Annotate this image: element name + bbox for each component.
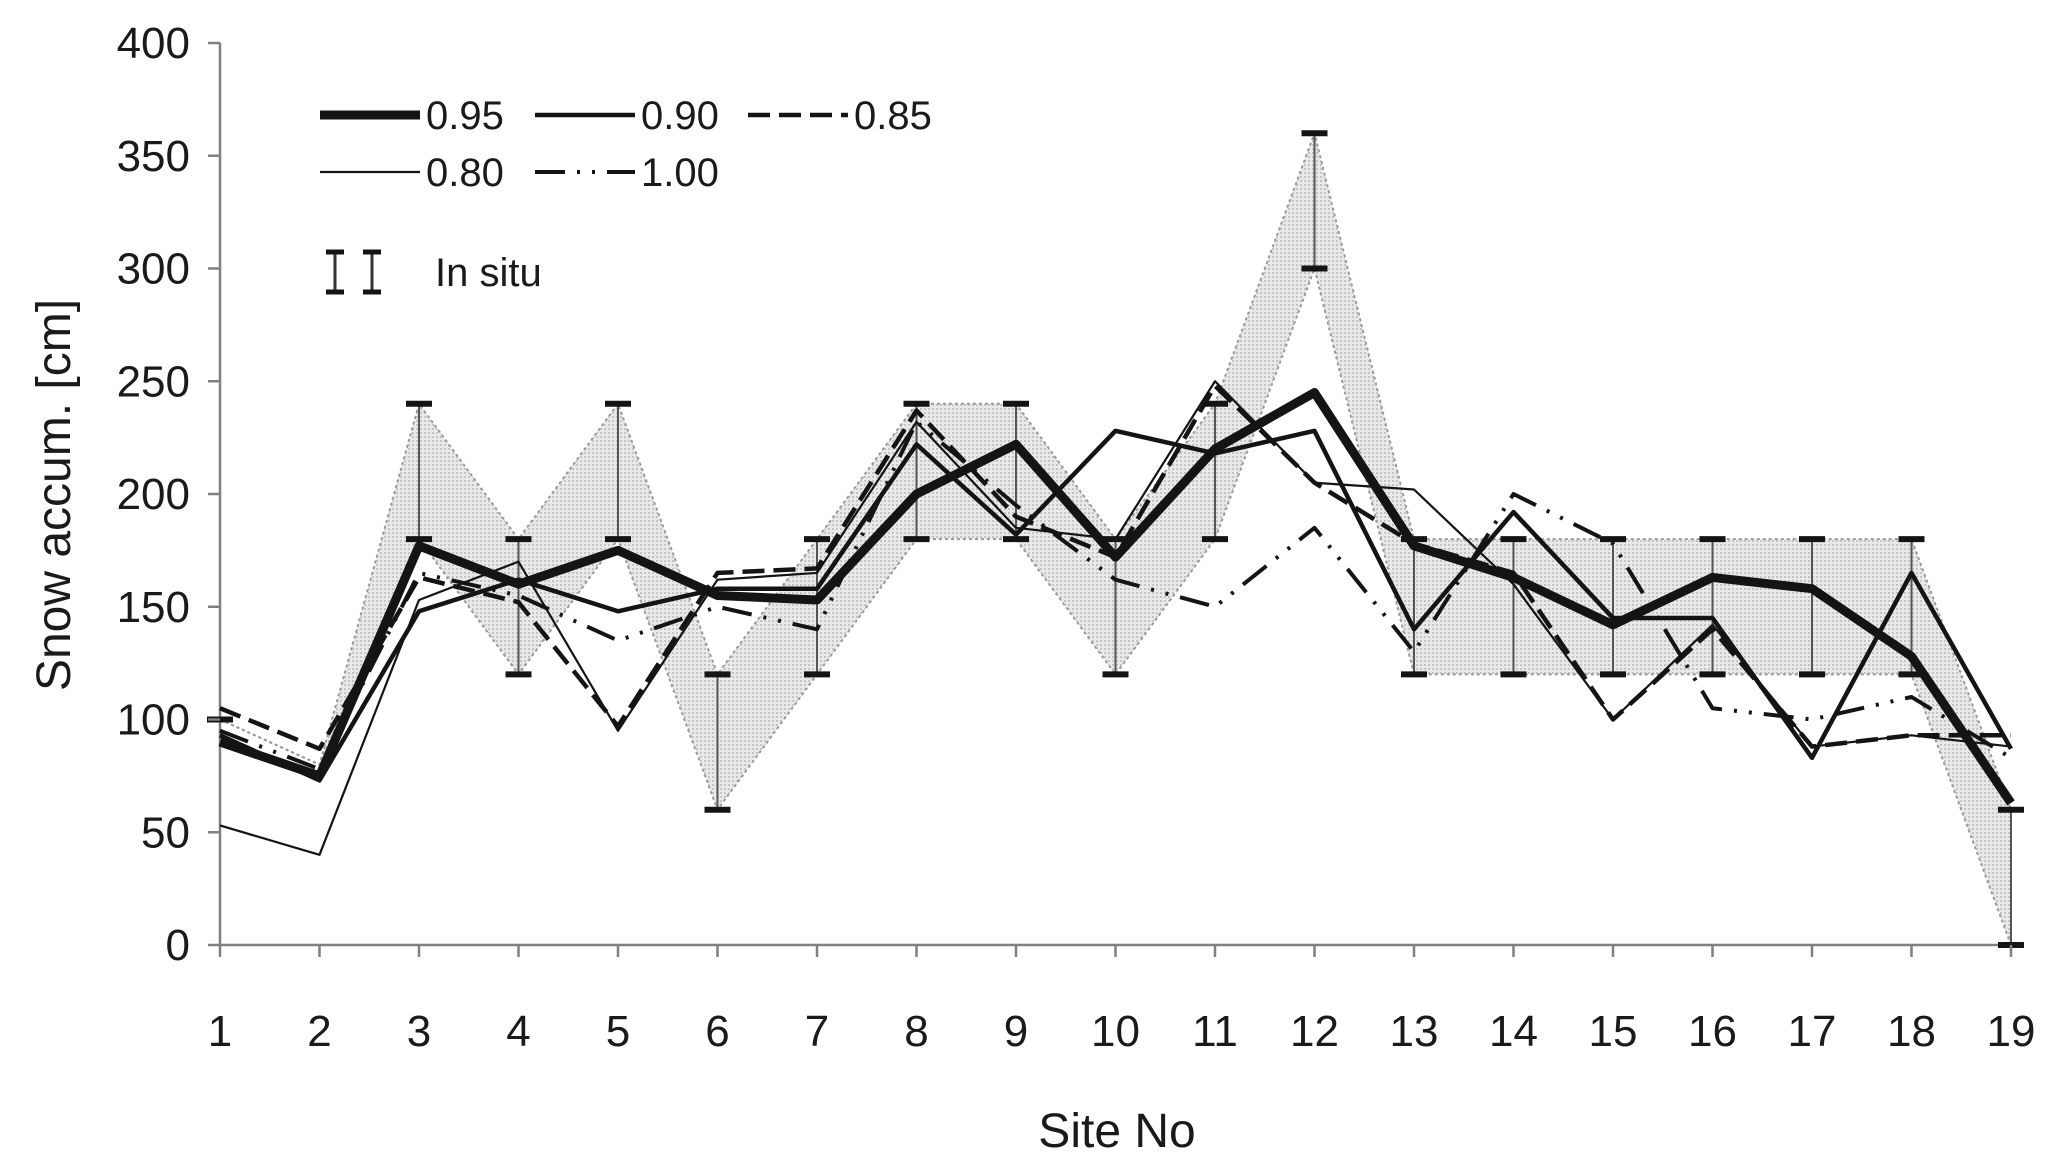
y-tick-label: 0 bbox=[166, 921, 190, 970]
in-situ-error-bar bbox=[1600, 536, 1626, 678]
x-tick-label: 2 bbox=[307, 1007, 331, 1056]
x-tick-label: 5 bbox=[606, 1007, 630, 1056]
y-tick-label: 150 bbox=[117, 583, 190, 632]
y-tick-label: 400 bbox=[117, 19, 190, 68]
in-situ-error-bar bbox=[406, 400, 432, 543]
series-line-0-80 bbox=[219, 380, 2012, 856]
y-tick-label: 350 bbox=[117, 132, 190, 181]
legend-label: 0.95 bbox=[426, 94, 504, 138]
x-tick-label: 7 bbox=[805, 1007, 829, 1056]
x-tick-label: 19 bbox=[1987, 1007, 2036, 1056]
in-situ-error-bar bbox=[1500, 536, 1527, 678]
legend-entry: 1.00 bbox=[535, 151, 719, 195]
legend-entry: 0.85 bbox=[748, 94, 932, 138]
x-tick-label: 8 bbox=[904, 1007, 928, 1056]
x-tick-label: 18 bbox=[1887, 1007, 1936, 1056]
x-tick-label: 9 bbox=[1004, 1007, 1028, 1056]
series-lines bbox=[218, 380, 2015, 856]
x-tick-label: 15 bbox=[1589, 1007, 1638, 1056]
in-situ-error-bar bbox=[1799, 536, 1825, 678]
y-axis-title: Snow accum. [cm] bbox=[28, 299, 81, 691]
x-tick-label: 12 bbox=[1290, 1007, 1339, 1056]
x-tick-label: 16 bbox=[1688, 1007, 1737, 1056]
in-situ-error-bar bbox=[903, 400, 930, 543]
series-line-0-95 bbox=[218, 388, 2015, 806]
in-situ-upper-edge bbox=[219, 129, 2012, 811]
legend-label: 0.85 bbox=[854, 94, 932, 138]
legend-label: 1.00 bbox=[641, 151, 719, 195]
y-tick-label: 50 bbox=[141, 808, 190, 857]
legend-entry-in-situ: In situ bbox=[326, 249, 542, 295]
legend-label-in-situ: In situ bbox=[435, 251, 542, 295]
legend-entry: 0.95 bbox=[320, 94, 504, 138]
x-tick-label: 3 bbox=[407, 1007, 431, 1056]
legend-entry: 0.90 bbox=[535, 94, 719, 138]
y-tick-label: 100 bbox=[117, 696, 190, 745]
legend: 0.95 0.90 0.85 0.80 1.00 In situ bbox=[320, 94, 932, 295]
in-situ-error-bars bbox=[207, 130, 2024, 948]
legend-label: 0.90 bbox=[641, 94, 719, 138]
in-situ-error-bar bbox=[605, 400, 631, 543]
x-tick-label: 10 bbox=[1091, 1007, 1140, 1056]
x-tick-label: 17 bbox=[1788, 1007, 1837, 1056]
y-tick-label: 300 bbox=[117, 245, 190, 294]
y-tick-label: 250 bbox=[117, 357, 190, 406]
x-tick-label: 1 bbox=[208, 1007, 232, 1056]
y-tick-label: 200 bbox=[117, 470, 190, 519]
x-tick-label: 11 bbox=[1192, 1007, 1238, 1056]
in-situ-error-bar bbox=[804, 536, 830, 678]
in-situ-error-bar bbox=[1699, 536, 1726, 678]
x-tick-label: 4 bbox=[506, 1007, 530, 1056]
series-line-1-00 bbox=[219, 419, 2013, 772]
x-tick-label: 13 bbox=[1390, 1007, 1439, 1056]
x-axis-title: Site No bbox=[1038, 1105, 1195, 1158]
in-situ-error-bar bbox=[1301, 130, 1328, 272]
x-tick-label: 6 bbox=[705, 1007, 729, 1056]
legend-entry: 0.80 bbox=[320, 151, 504, 195]
x-tick-label: 14 bbox=[1489, 1007, 1538, 1056]
in-situ-error-bar bbox=[704, 671, 731, 813]
legend-label: 0.80 bbox=[426, 151, 504, 195]
